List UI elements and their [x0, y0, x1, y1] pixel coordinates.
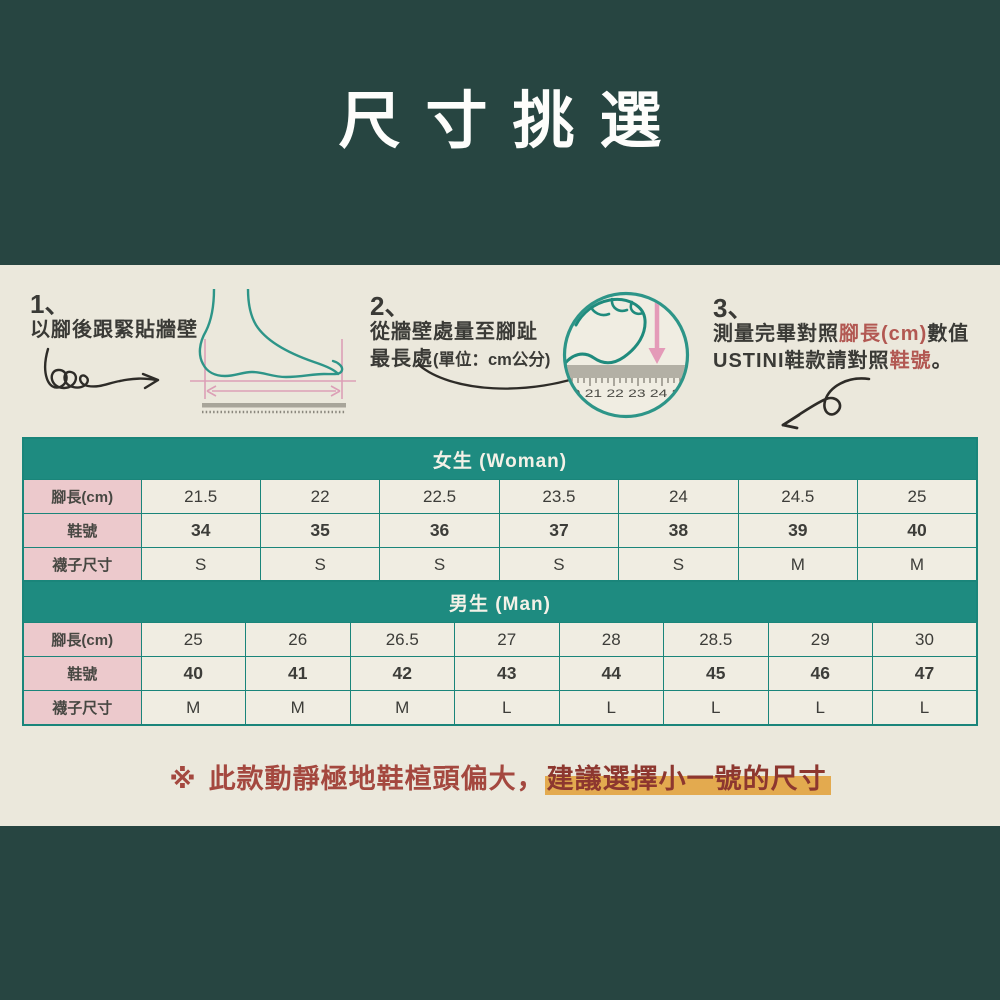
cell: 22 [259, 479, 381, 514]
cell: M [140, 690, 246, 726]
cell: S [140, 547, 261, 583]
cell: 28.5 [663, 622, 769, 657]
reference-mark: ※ [169, 764, 197, 794]
cell: M [349, 690, 455, 726]
lens-ruler-bar [566, 365, 686, 378]
man-size-table: 男生 (Man) 腳長(cm) 25 26 26.5 27 28 28.5 29… [22, 580, 978, 726]
cell: 43 [454, 656, 560, 691]
cell: 46 [767, 656, 873, 691]
cell: 23.5 [498, 479, 620, 514]
ruler-bar [202, 403, 346, 408]
magnifier-ruler-illustration: 20 21 22 23 24 25 [562, 291, 690, 419]
lens-ruler-numbers: 20 21 22 23 24 25 [563, 388, 689, 400]
page-title: 尺寸挑選 [338, 86, 687, 156]
cell: 25 [140, 622, 246, 657]
woman-size-table: 女生 (Woman) 腳長(cm) 21.5 22 22.5 23.5 24 2… [22, 437, 978, 583]
cell: 41 [245, 656, 351, 691]
cell: 28 [558, 622, 664, 657]
cell: S [259, 547, 381, 583]
note-plain-text: 此款動靜極地鞋楦頭偏大， [208, 764, 545, 794]
cell: L [767, 690, 873, 726]
shoe-size-highlight: 鞋號 [889, 350, 932, 372]
cell: L [872, 690, 978, 726]
row-label-foot-length: 腳長(cm) [22, 622, 142, 657]
cell: 29 [767, 622, 873, 657]
top-banner: 尺寸挑選 [0, 0, 1000, 265]
bottom-banner [0, 826, 1000, 1000]
cell: M [857, 547, 978, 583]
cell: 26.5 [349, 622, 455, 657]
row-label-foot-length: 腳長(cm) [22, 479, 142, 514]
cell: 24 [618, 479, 739, 514]
man-foot-length-row: 腳長(cm) 25 26 26.5 27 28 28.5 29 30 [22, 622, 978, 657]
step-1: 1、 以腳後跟緊貼牆壁 [30, 291, 198, 344]
man-table-title: 男生 (Man) [22, 580, 978, 623]
woman-table-title: 女生 (Woman) [22, 437, 978, 480]
size-advice-note: ※ 此款動靜極地鞋楦頭偏大，建議選擇小一號的尺寸 [0, 757, 1000, 797]
cell: 36 [379, 513, 500, 548]
step-1-text: 以腳後跟緊貼牆壁 [30, 319, 198, 341]
cell: S [618, 547, 739, 583]
cell: 47 [872, 656, 978, 691]
cell: 44 [558, 656, 664, 691]
note-highlighted-text: 建議選擇小一號的尺寸 [544, 764, 831, 797]
cell: 24.5 [737, 479, 859, 514]
unit-note: (單位：cm公分) [433, 351, 551, 369]
step-3: 3、 測量完畢對照腳長(cm)數值 USTINI鞋款請對照鞋號。 [713, 295, 969, 375]
woman-foot-length-row: 腳長(cm) 21.5 22 22.5 23.5 24 24.5 25 [22, 479, 978, 514]
cell: 45 [663, 656, 769, 691]
cell: 30 [872, 622, 978, 657]
cell: 37 [498, 513, 620, 548]
cell: 40 [140, 656, 246, 691]
foot-measure-illustration [190, 289, 356, 414]
cell: 25 [857, 479, 978, 514]
step-3-number: 3、 [713, 293, 754, 323]
cell: 39 [737, 513, 859, 548]
cell: 38 [618, 513, 739, 548]
step-2-text-line2: 最長處(單位：cm公分) [370, 348, 551, 370]
cell: M [245, 690, 351, 726]
row-label-sock-size: 襪子尺寸 [22, 690, 142, 726]
cell: L [454, 690, 560, 726]
man-sock-size-row: 襪子尺寸 M M M L L L L L [22, 690, 978, 726]
man-shoe-size-row: 鞋號 40 41 42 43 44 45 46 47 [22, 656, 978, 691]
cell: L [558, 690, 664, 726]
cell: 27 [454, 622, 560, 657]
squiggle-arrow-icon [44, 347, 160, 390]
row-label-shoe-size: 鞋號 [22, 513, 142, 548]
step-3-text-line2: USTINI鞋款請對照鞋號。 [713, 350, 953, 372]
cell: 34 [140, 513, 261, 548]
foot-length-highlight: 腳長(cm) [839, 323, 928, 345]
step-1-number: 1、 [30, 289, 71, 319]
cell: S [498, 547, 620, 583]
cell: S [379, 547, 500, 583]
cell: 22.5 [379, 479, 500, 514]
row-label-shoe-size: 鞋號 [22, 656, 142, 691]
row-label-sock-size: 襪子尺寸 [22, 547, 142, 583]
content-area: 1、 以腳後跟緊貼牆壁 2、 從牆壁處量至腳趾 最長處(單位 [0, 265, 1000, 826]
cell: 26 [245, 622, 351, 657]
cell: 21.5 [140, 479, 261, 514]
woman-shoe-size-row: 鞋號 34 35 36 37 38 39 40 [22, 513, 978, 548]
loop-arrow-icon [781, 377, 871, 430]
measure-arrow [648, 348, 666, 364]
cell: 40 [857, 513, 978, 548]
cell: L [663, 690, 769, 726]
cell: 35 [259, 513, 381, 548]
step-2: 2、 從牆壁處量至腳趾 最長處(單位：cm公分) [370, 293, 550, 373]
step-3-text-line1: 測量完畢對照腳長(cm)數值 [713, 323, 970, 345]
woman-sock-size-row: 襪子尺寸 S S S S S M M [22, 547, 978, 583]
step-2-text-line1: 從牆壁處量至腳趾 [370, 321, 538, 343]
step-2-number: 2、 [370, 291, 411, 321]
cell: 42 [349, 656, 455, 691]
cell: M [737, 547, 859, 583]
